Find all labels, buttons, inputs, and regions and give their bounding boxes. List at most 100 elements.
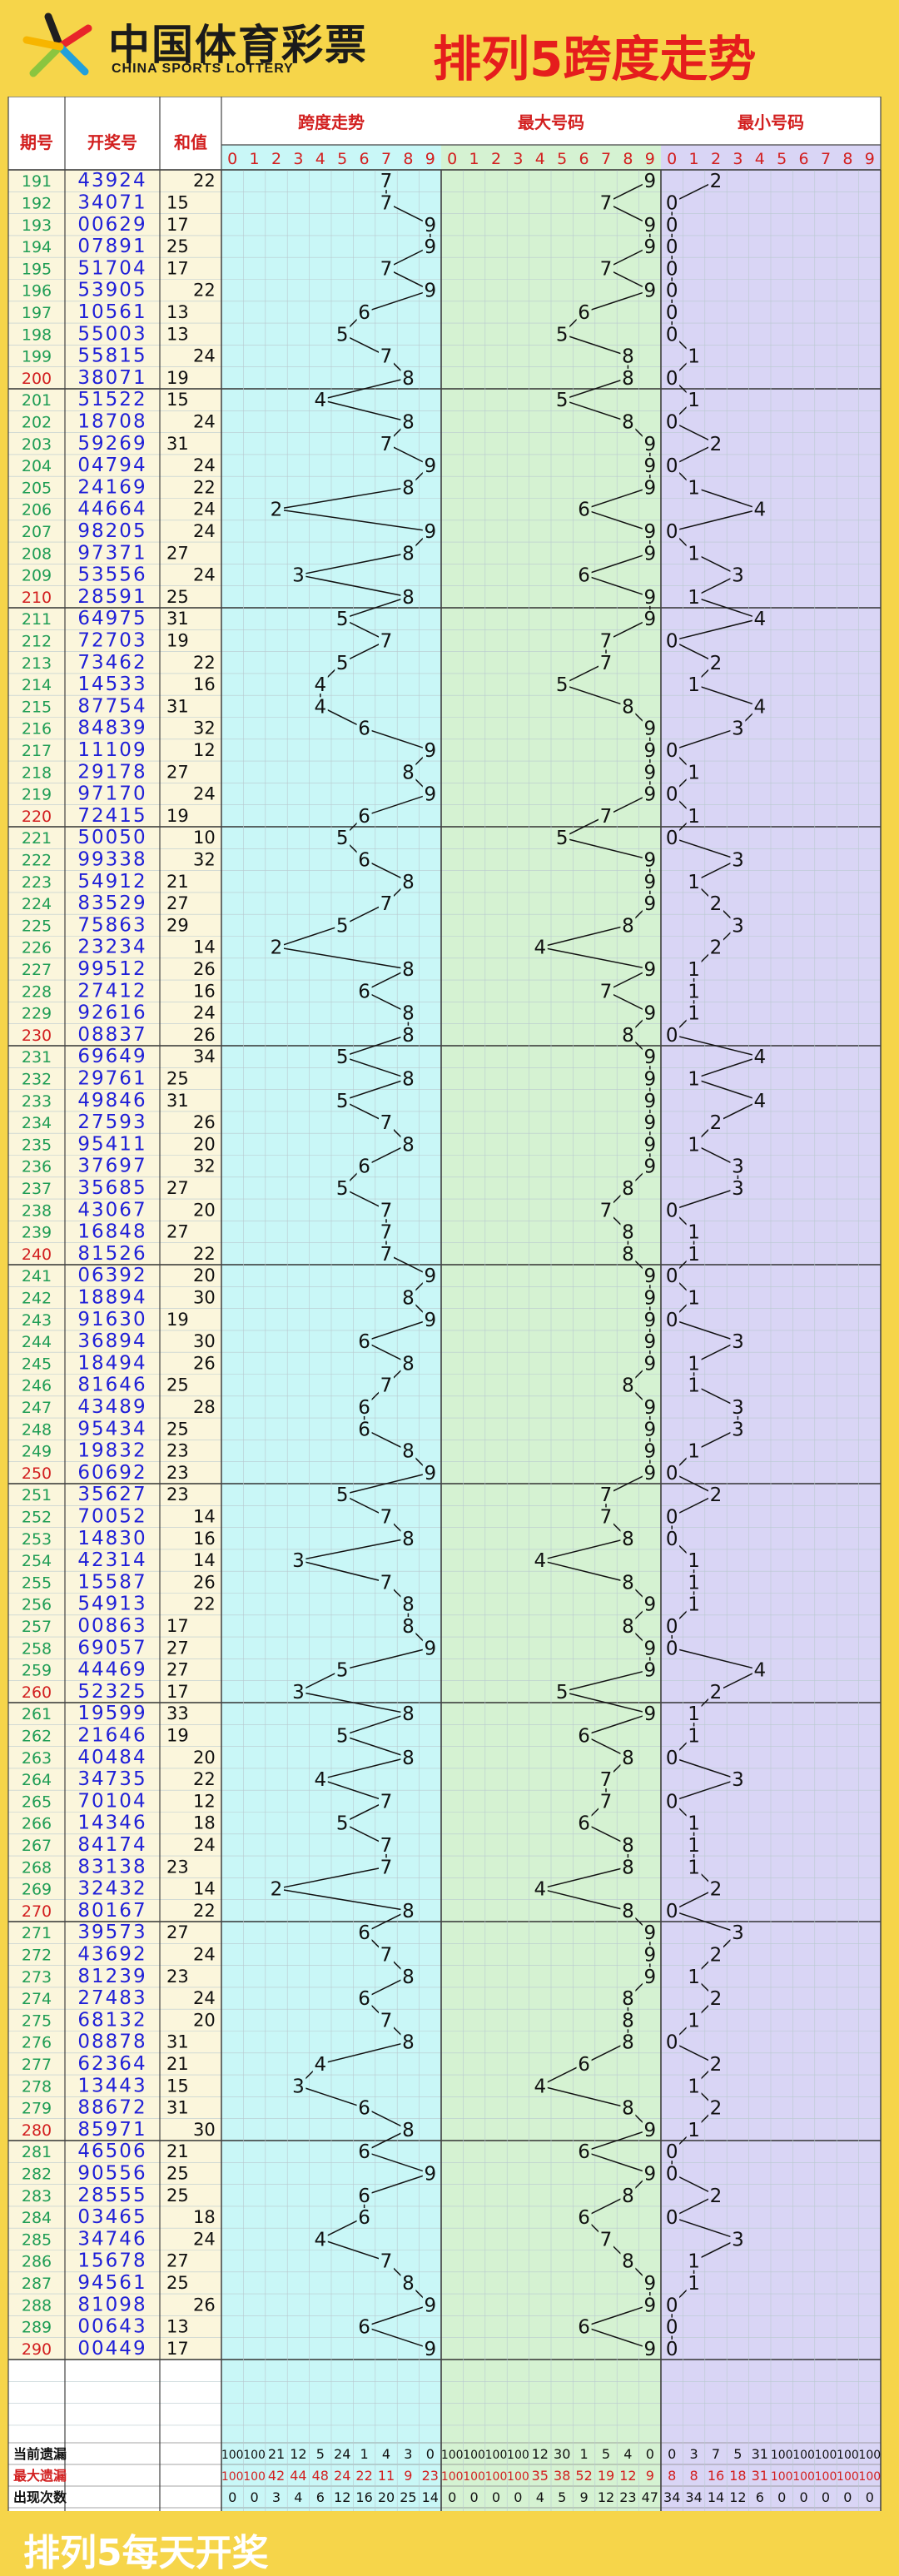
span-trend-marker-bg [379, 172, 394, 191]
max-panel-header: 最大号码 [518, 112, 584, 132]
span-trend-value: 4 [314, 696, 326, 718]
number-cell: 54913 [77, 1594, 147, 1615]
sum-cell: 27 [166, 893, 189, 913]
sum-cell: 16 [193, 981, 216, 1001]
max-trend-marker-bg [642, 1594, 658, 1614]
max-trend-marker-bg [642, 1156, 658, 1176]
min-trend-marker-bg [730, 1770, 746, 1789]
span-trend-marker-bg [335, 828, 350, 848]
max-stats-value: 30 [554, 2446, 570, 2462]
max-trend-marker-bg [642, 1332, 658, 1351]
min-trend-marker-bg [708, 434, 723, 453]
min-trend-value: 2 [710, 434, 723, 455]
number-cell: 34735 [77, 1768, 147, 1790]
number-cell: 72703 [77, 629, 147, 651]
issue-cell: 286 [22, 2253, 52, 2271]
min-trend-marker-bg [708, 2098, 723, 2117]
sum-cell: 28 [193, 1397, 216, 1417]
number-cell: 83529 [77, 893, 147, 914]
max-trend-value: 8 [622, 2098, 634, 2120]
span-trend-value: 8 [402, 1134, 415, 1156]
min-trend-value: 2 [710, 1112, 723, 1134]
issue-cell: 207 [22, 523, 52, 541]
min-stats-value: 34 [685, 2489, 702, 2505]
sum-cell: 25 [166, 1419, 189, 1439]
max-trend-value: 8 [622, 2251, 634, 2273]
issue-column-header: 期号 [20, 132, 53, 152]
span-trend-marker-bg [422, 2164, 438, 2183]
min-trend-marker-bg [664, 1639, 680, 1658]
min-trend-line [670, 180, 762, 2349]
max-trend-value: 9 [643, 1660, 656, 1682]
max-trend-value: 8 [622, 1222, 634, 1244]
span-digit-header: 0 [227, 150, 237, 168]
span-trend-value: 8 [402, 2120, 415, 2141]
max-stats-value: 12 [532, 2446, 549, 2462]
min-trend-marker-bg [664, 2208, 680, 2227]
number-cell: 43067 [77, 1199, 147, 1221]
issue-cell: 245 [22, 1355, 52, 1373]
min-trend-value: 1 [688, 1835, 700, 1857]
max-stats-value: 38 [554, 2468, 570, 2484]
sum-cell: 26 [193, 1025, 216, 1045]
span-trend-value: 6 [358, 849, 370, 871]
max-stats-value: 5 [602, 2446, 610, 2462]
span-trend-marker-bg [356, 2142, 372, 2161]
max-trend-value: 7 [600, 192, 613, 214]
min-trend-marker-bg [708, 1879, 723, 1898]
max-trend-value: 4 [534, 1879, 546, 1901]
sum-cell: 19 [166, 630, 189, 650]
span-stats-value: 1 [360, 2446, 369, 2462]
max-trend-marker-bg [642, 1266, 658, 1286]
span-stats-value: 12 [290, 2446, 306, 2462]
sum-cell: 25 [166, 1375, 189, 1395]
number-cell: 81239 [77, 1966, 147, 1987]
issue-cell: 228 [22, 982, 52, 1001]
min-trend-marker-bg [686, 1135, 702, 1154]
span-trend-marker-bg [379, 1222, 394, 1241]
max-stats-value: 52 [575, 2468, 592, 2484]
max-trend-marker-bg [554, 828, 570, 848]
min-trend-marker-bg [686, 1003, 702, 1022]
min-trend-marker-bg [686, 1069, 702, 1088]
span-trend-value: 8 [402, 1003, 415, 1025]
min-trend-marker-bg [664, 1201, 680, 1220]
number-cell: 23234 [77, 937, 147, 958]
span-trend-value: 8 [402, 1748, 415, 1769]
span-trend-value: 5 [336, 324, 349, 346]
min-trend-value: 1 [688, 477, 700, 499]
footer: 排列5每天开奖 [0, 2514, 899, 2574]
max-trend-value: 6 [578, 1813, 590, 1835]
min-trend-value: 2 [710, 653, 723, 674]
max-stats-value: 9 [646, 2468, 654, 2484]
sum-cell: 33 [166, 1703, 189, 1723]
span-trend-value: 6 [358, 2098, 370, 2120]
min-trend-marker-bg [686, 959, 702, 978]
max-trend-value: 7 [600, 258, 613, 280]
span-trend-marker-bg [422, 2339, 438, 2358]
span-trend-value: 8 [402, 1529, 415, 1550]
issue-cell: 199 [22, 348, 52, 366]
sum-cell: 17 [166, 1616, 189, 1636]
min-trend-value: 1 [688, 1725, 700, 1747]
span-trend-value: 7 [380, 1835, 393, 1857]
span-trend-value: 5 [336, 1660, 349, 1682]
span-trend-marker-bg [312, 1770, 328, 1789]
sum-cell: 32 [193, 719, 216, 738]
span-trend-marker-bg [356, 982, 372, 1001]
span-trend-value: 6 [358, 981, 370, 1002]
number-cell: 46506 [77, 2141, 147, 2162]
span-stats-value: 9 [404, 2468, 412, 2484]
sum-cell: 20 [193, 1134, 216, 1154]
number-cell: 69649 [77, 1046, 147, 1067]
max-trend-value: 9 [643, 1331, 656, 1353]
min-stats-value: 100 [837, 2449, 859, 2462]
span-trend-value: 7 [380, 1857, 393, 1878]
sum-cell: 22 [193, 1769, 216, 1789]
issue-cell: 239 [22, 1224, 52, 1242]
min-trend-marker-bg [664, 215, 680, 234]
max-digit-header: 5 [557, 150, 567, 168]
span-trend-value: 8 [402, 1594, 415, 1616]
issue-cell: 198 [22, 326, 52, 344]
min-trend-value: 0 [666, 1266, 678, 1287]
